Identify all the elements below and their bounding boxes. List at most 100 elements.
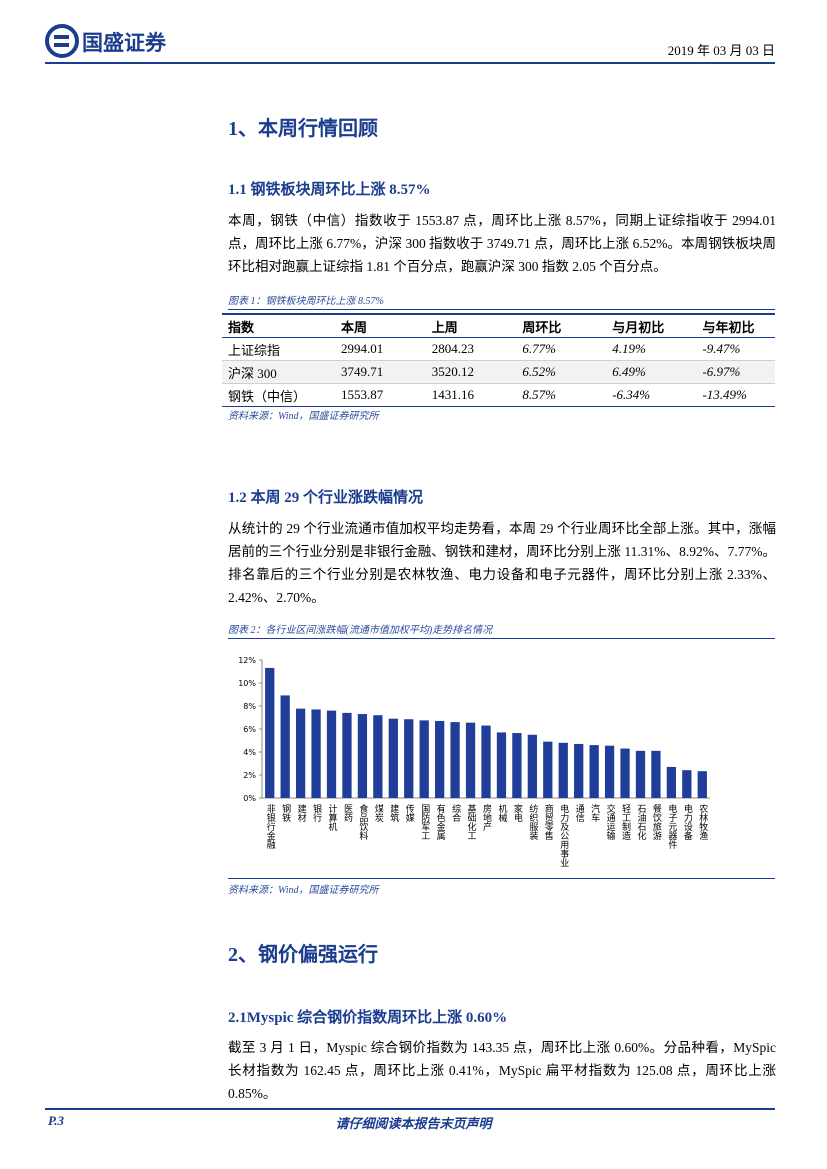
bar [357,714,368,798]
chart: 0% 2% 4% 6% 8% 10% 12% 非银行金融 钢铁 建材 银行 计算机 医药 食品饮料 煤炭 建筑… [238,656,710,867]
x-tick-label: 非银行金融 [265,803,276,850]
bar [311,709,321,798]
bar [481,725,491,798]
table-cell: 上周 [431,319,458,335]
x-tick-label: 轻工制造 [620,803,631,841]
date: 2019 年 03 月 03 日 [667,43,775,58]
caption-rule [228,309,775,310]
bar [558,742,568,798]
bar [682,770,692,798]
x-tick-label: 医药 [342,804,353,823]
header-rule [45,62,775,64]
bar [435,720,445,798]
x-tick-label: 纺织服装 [527,803,538,841]
x-tick-label: 通信 [574,804,585,823]
x-tick-label: 汽车 [589,803,600,823]
heading: 1、本周行情回顾 [228,118,378,140]
bar [419,720,429,798]
bar [574,743,584,798]
caption: 图表 1：钢铁板块周环比上涨 8.57% [228,296,384,307]
caption: 图表 2：各行业区间涨跌幅(流通市值加权平均)走势排名情况 [228,625,493,636]
table-cell: 6.52% [522,364,557,379]
bar [620,748,630,798]
table-row: 沪深 300 3749.71 3520.12 6.52% 6.49% -6.97% [222,360,775,384]
x-tick-label: 基础化工 [466,803,477,840]
y-tick-label: 10% [238,679,256,688]
bar [450,722,460,798]
table-cell: -6.97% [702,364,741,379]
bar [280,695,290,798]
x-tick-label: 建筑 [388,803,399,823]
logo-text: 国盛证券 [82,31,166,55]
y-tick-label: 2% [243,771,256,780]
x-tick-label: 钢铁 [280,803,291,823]
table-cell: 2994.01 [340,341,384,356]
y-tick-label: 12% [238,656,256,665]
logo-icon [45,24,79,58]
bar [635,750,646,798]
x-tick-label: 食品饮料 [357,803,368,841]
table-cell: 周环比 [522,319,562,335]
x-tick-label: 机械 [496,803,507,823]
x-tick-label: 商贸零售 [543,803,554,841]
bar [543,741,553,798]
footer-notice: 请仔细阅读本报告末页声明 [335,1116,492,1131]
paragraph: 从统计的 29 个行业流通市值加权平均走势看，本周 29 个行业周环比全部上涨。… [228,521,776,605]
table-cell: 6.77% [522,341,557,356]
bar [342,712,352,798]
bar [589,745,599,798]
x-tick-label: 电力设备 [682,803,693,840]
x-tick-label: 电子元器件 [666,803,677,850]
table-cell: 与年初比 [702,319,755,335]
y-tick-label: 0% [243,794,256,803]
page-number: P.3 [48,1113,65,1128]
bar [373,715,383,798]
x-tick-label: 农林牧渔 [697,803,708,840]
table-cell: -13.49% [702,387,747,402]
subheading: 1.2 本周 29 个行业涨跌幅情况 [228,490,424,506]
bar [295,708,306,798]
bar [265,667,275,798]
table-cell: 与月初比 [612,319,665,335]
table-cell: 本周 [340,319,367,335]
table-cell: 1553.87 [340,387,384,402]
table-cell: 3749.71 [340,364,384,379]
table-cell: 上证综指 [228,342,281,358]
bar [465,722,476,798]
table-cell: 沪深 300 [228,365,277,381]
chart-rule [228,878,775,879]
x-tick-label: 家电 [512,803,523,822]
table-cell: 钢铁（中信） [228,388,307,404]
bar [527,734,537,798]
bar [604,745,615,798]
caption-rule [228,638,775,639]
table-cell: 指数 [228,319,255,335]
table-cell: -9.47% [702,341,741,356]
bar [697,771,707,798]
table-cell: 4.19% [612,341,646,356]
bar [651,750,661,798]
bar [496,732,507,798]
source: 资料来源：Wind，国盛证券研究所 [228,411,379,422]
table-cell: 6.49% [612,364,646,379]
x-tick-label: 煤炭 [373,803,384,823]
bar [388,718,398,798]
bar [666,766,677,798]
table-cell: 3520.12 [431,364,474,379]
y-tick-label: 4% [243,748,256,757]
footer-rule [45,1108,775,1110]
y-tick-label: 6% [243,725,256,734]
table-row: 钢铁（中信） 1553.87 1431.16 8.57% -6.34% -13.49% [222,383,775,407]
x-tick-label: 建材 [296,803,307,822]
bar [326,710,337,798]
table: 指数 本周 上周 周环比 与月初比 与年初比上证综指 2994.01 2804.23 6.77%… [222,313,775,407]
table-cell: 2804.23 [431,341,474,356]
x-tick-label: 交通运输 [605,803,616,841]
table-header: 指数 本周 上周 周环比 与月初比 与年初比 [222,314,775,338]
x-tick-label: 银行 [311,803,322,823]
x-tick-label: 计算机 [327,803,338,832]
y-tick-label: 8% [243,702,256,711]
bar [512,733,522,798]
x-tick-label: 传媒 [404,803,415,823]
paragraph: 本周，钢铁（中信）指数收于 1553.87 点，周环比上涨 8.57%，同期上证… [228,213,776,274]
